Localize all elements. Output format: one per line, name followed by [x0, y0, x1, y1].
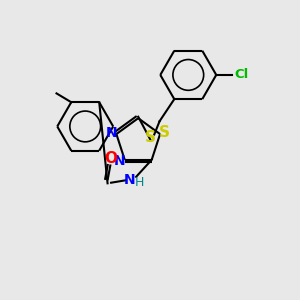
Text: N: N	[105, 126, 117, 140]
Text: H: H	[134, 176, 144, 189]
Text: S: S	[145, 130, 156, 145]
Text: O: O	[104, 151, 117, 166]
Text: Cl: Cl	[234, 68, 248, 81]
Text: N: N	[114, 154, 125, 168]
Text: N: N	[124, 173, 136, 188]
Text: S: S	[159, 125, 170, 140]
